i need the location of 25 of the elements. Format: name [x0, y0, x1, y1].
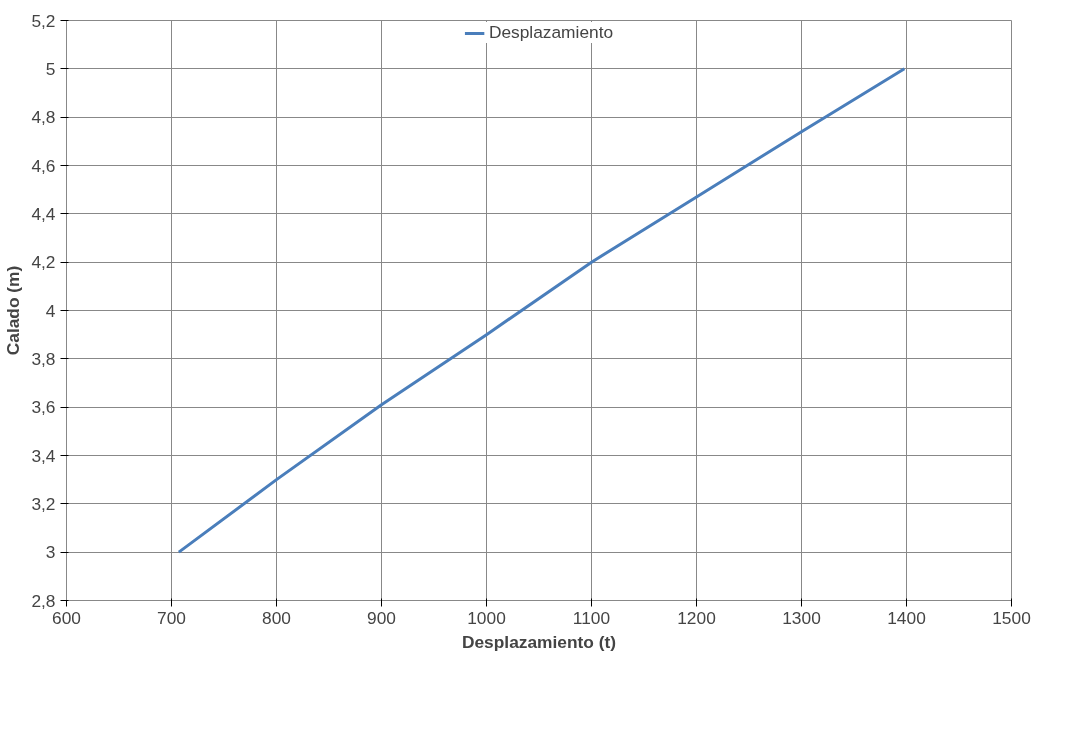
x-axis-title: Desplazamiento (t)	[461, 631, 617, 652]
y-tick-label: 4,6	[31, 155, 56, 176]
x-tick-label: 1000	[467, 607, 506, 628]
y-axis-title: Calado (m)	[3, 265, 24, 356]
x-tick-label: 1200	[677, 607, 716, 628]
y-tick-label: 5	[45, 58, 56, 79]
x-tick-label: 1300	[782, 607, 821, 628]
x-tick-label: 1100	[572, 607, 611, 628]
x-tick-label: 800	[262, 607, 291, 628]
legend-label: Desplazamiento	[488, 22, 614, 43]
x-tick-label: 1400	[887, 607, 926, 628]
y-tick-label: 3	[45, 542, 56, 563]
y-tick-label: 4,2	[31, 252, 56, 273]
x-tick-label: 700	[157, 607, 186, 628]
y-tick-label: 3,4	[31, 445, 56, 466]
y-tick-label: 4	[45, 300, 56, 321]
x-tick-label: 1500	[992, 607, 1031, 628]
y-tick-label: 3,2	[31, 493, 56, 514]
y-tick-label: 3,6	[31, 397, 56, 418]
y-tick-label: 4,8	[31, 107, 56, 128]
x-tick-label: 900	[367, 607, 396, 628]
y-tick-label: 4,4	[31, 203, 56, 224]
y-tick-label: 3,8	[31, 348, 56, 369]
y-tick-label: 5,2	[31, 10, 56, 31]
line-series	[177, 67, 906, 554]
